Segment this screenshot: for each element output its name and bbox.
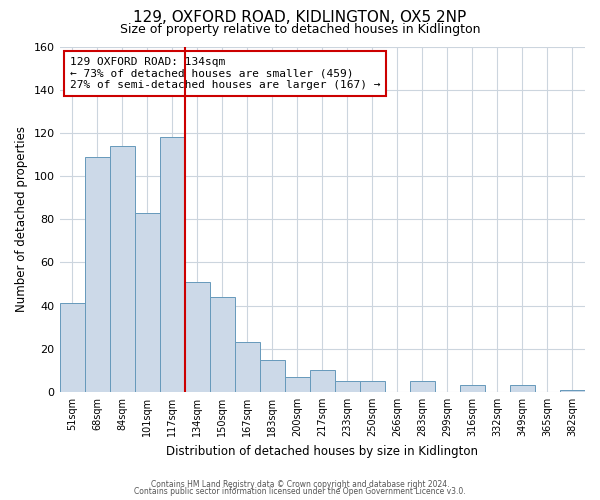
Bar <box>235 342 260 392</box>
Text: 129 OXFORD ROAD: 134sqm
← 73% of detached houses are smaller (459)
27% of semi-d: 129 OXFORD ROAD: 134sqm ← 73% of detache… <box>70 57 380 90</box>
Bar <box>310 370 335 392</box>
Bar <box>510 386 535 392</box>
Bar <box>410 381 435 392</box>
Text: Contains public sector information licensed under the Open Government Licence v3: Contains public sector information licen… <box>134 488 466 496</box>
Bar <box>335 381 360 392</box>
Bar <box>460 386 485 392</box>
Bar <box>209 297 235 392</box>
Y-axis label: Number of detached properties: Number of detached properties <box>15 126 28 312</box>
Bar <box>560 390 585 392</box>
Bar <box>285 377 310 392</box>
Text: 129, OXFORD ROAD, KIDLINGTON, OX5 2NP: 129, OXFORD ROAD, KIDLINGTON, OX5 2NP <box>133 10 467 25</box>
Text: Contains HM Land Registry data © Crown copyright and database right 2024.: Contains HM Land Registry data © Crown c… <box>151 480 449 489</box>
Text: Size of property relative to detached houses in Kidlington: Size of property relative to detached ho… <box>120 22 480 36</box>
Bar <box>134 212 160 392</box>
Bar <box>260 360 285 392</box>
Bar <box>185 282 209 392</box>
Bar <box>160 137 185 392</box>
Bar <box>85 156 110 392</box>
Bar <box>360 381 385 392</box>
Bar <box>59 304 85 392</box>
Bar <box>110 146 134 392</box>
X-axis label: Distribution of detached houses by size in Kidlington: Distribution of detached houses by size … <box>166 444 478 458</box>
